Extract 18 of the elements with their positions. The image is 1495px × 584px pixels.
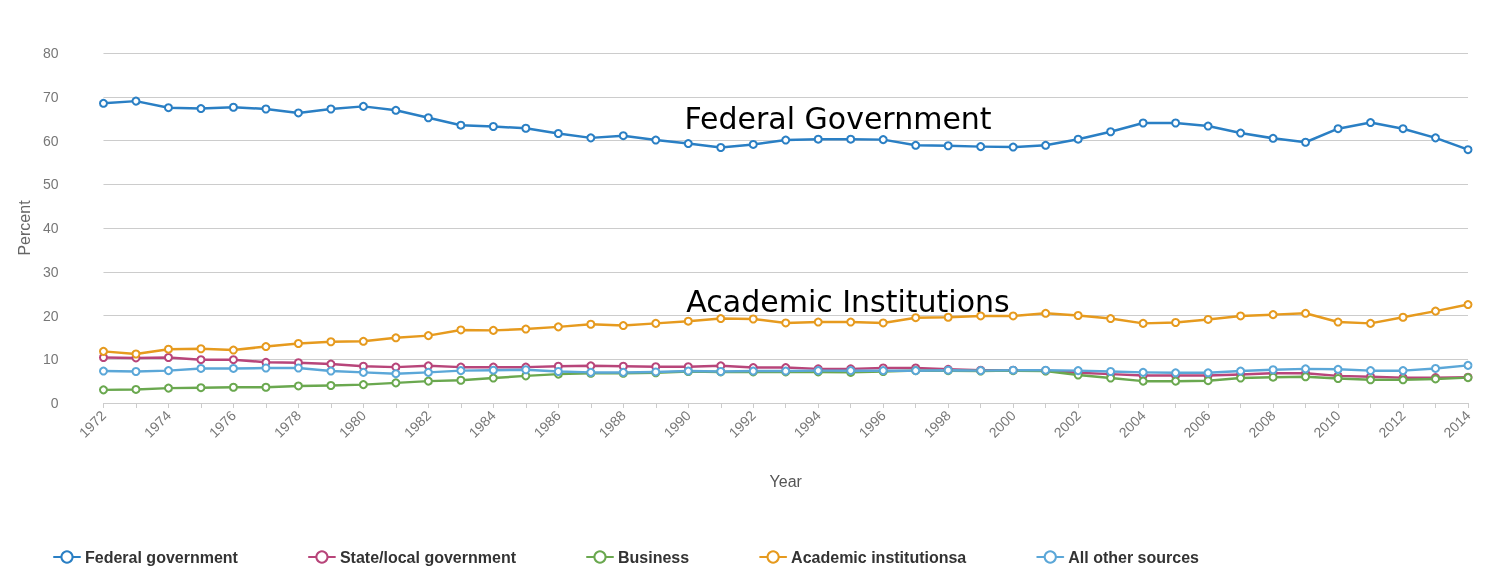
y-tick-label: 80	[42, 45, 59, 61]
legend-label: Federal government	[85, 548, 239, 566]
annotation: Federal Government	[684, 100, 992, 136]
y-tick-label: 20	[42, 307, 59, 324]
y-axis-title: Percent	[15, 199, 33, 256]
legend-label: All other sources	[1068, 548, 1200, 566]
y-tick-label: 0	[50, 395, 59, 411]
y-tick-label: 70	[42, 88, 59, 105]
y-tick-label: 60	[42, 132, 59, 149]
y-tick-label: 50	[42, 176, 59, 193]
y-tick-label: 40	[42, 220, 59, 236]
x-axis-title: Year	[769, 472, 803, 490]
legend-label: Academic institutionsa	[791, 548, 967, 566]
annotation: Academic Institutions	[686, 283, 1010, 319]
legend-label: Business	[617, 548, 690, 566]
legend-label: State/local government	[339, 548, 517, 566]
y-tick-label: 10	[42, 351, 59, 368]
y-tick-label: 30	[42, 263, 59, 280]
